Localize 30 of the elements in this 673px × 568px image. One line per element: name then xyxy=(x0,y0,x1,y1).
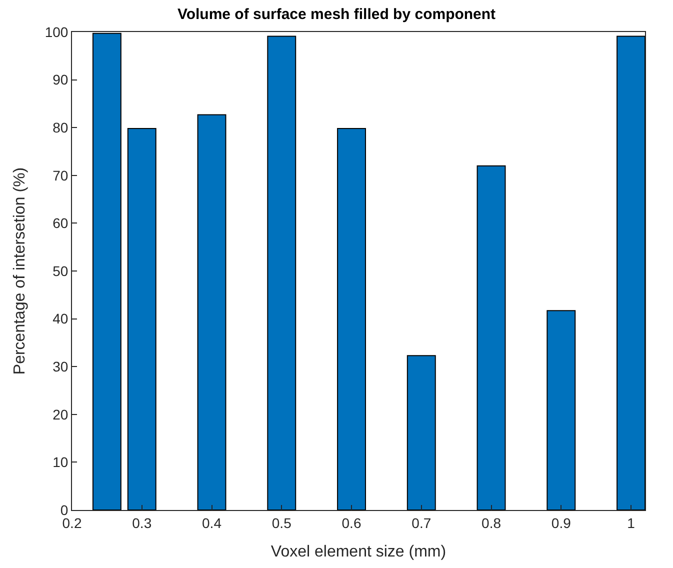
bar xyxy=(337,128,366,510)
x-tick-label: 0.7 xyxy=(412,514,432,531)
bar xyxy=(476,165,506,510)
bar xyxy=(267,36,296,510)
x-axis-title: Voxel element size (mm) xyxy=(270,544,446,560)
x-tick-label: 0.8 xyxy=(482,514,502,531)
y-tick-label: 80 xyxy=(52,120,68,136)
y-tick-label: 20 xyxy=(52,406,68,422)
x-tick-label: 0.3 xyxy=(132,514,152,531)
y-tick-label: 60 xyxy=(52,215,68,232)
x-tick-label: 1 xyxy=(627,514,636,531)
y-tick-label: 100 xyxy=(44,24,68,40)
y-tick-label: 90 xyxy=(52,72,68,88)
y-tick-label: 40 xyxy=(52,310,68,327)
y-axis-title: Percentage of intersetion (%) xyxy=(12,167,29,375)
bar xyxy=(127,128,156,510)
chart-title: Volume of surface mesh filled by component xyxy=(177,6,496,24)
x-tick-label: 0.5 xyxy=(272,514,292,531)
bar xyxy=(406,355,436,510)
bar xyxy=(197,114,226,510)
y-tick-label: 10 xyxy=(52,454,68,470)
y-tick-label: 30 xyxy=(52,358,68,374)
bar xyxy=(546,310,576,510)
bar xyxy=(92,32,122,510)
x-tick-label: 0.6 xyxy=(342,514,362,531)
x-tick-label: 0.9 xyxy=(551,514,572,531)
bar xyxy=(616,36,645,510)
y-tick-label: 70 xyxy=(52,167,68,184)
x-tick-label: 0.4 xyxy=(202,514,222,531)
y-tick-label: 50 xyxy=(52,262,68,279)
